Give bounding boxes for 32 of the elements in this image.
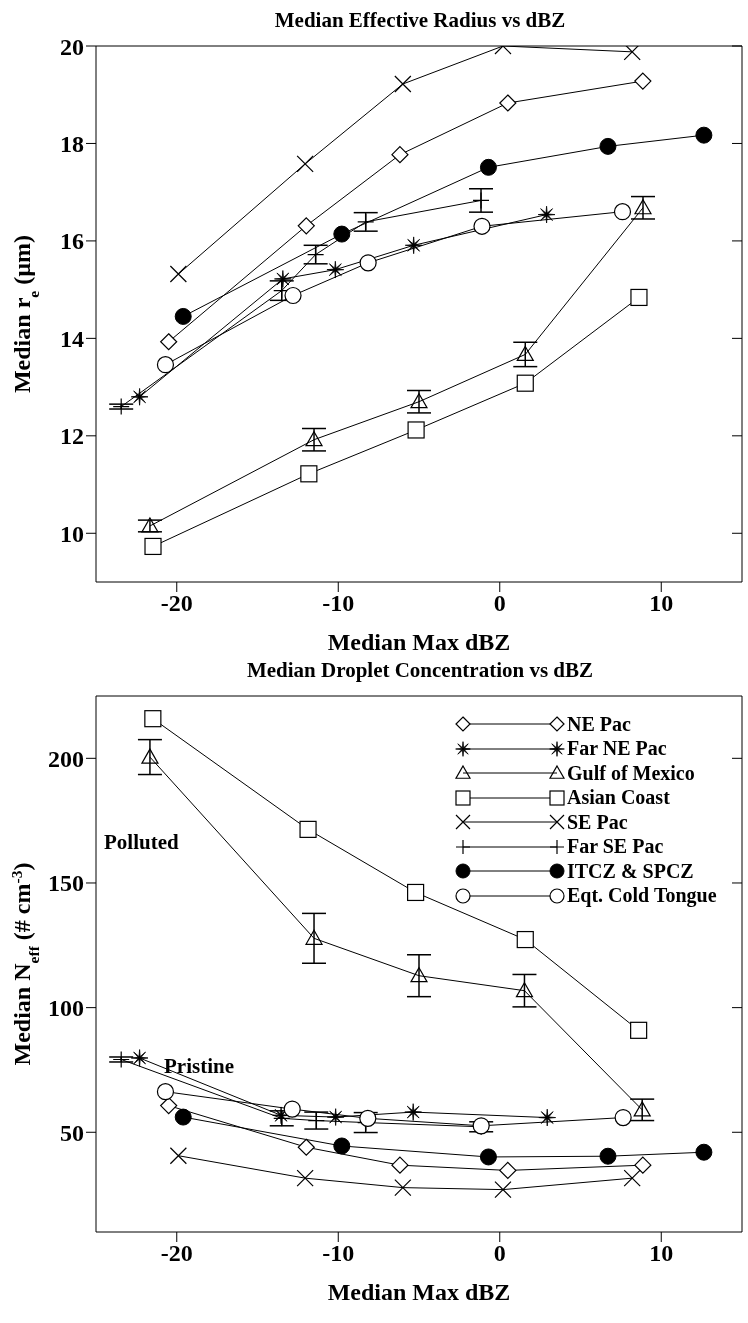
annotation: Polluted [104,830,179,855]
x-axis-title: Median Max dBZ [327,1279,511,1305]
y-tick-label: 14 [60,325,84,352]
legend-label: Far NE Pac [567,737,667,761]
y-tick-label: 18 [60,130,84,157]
x-tick-label: -10 [322,590,355,617]
legend-label: Eqt. Cold Tongue [567,884,717,908]
chart-title: Median Effective Radius vs dBZ [273,8,567,34]
legend-label: Asian Coast [567,786,670,810]
legend-label: Gulf of Mexico [567,761,695,785]
x-tick-label: 0 [493,1240,506,1267]
y-tick-label: 16 [60,228,84,255]
y-tick-label: 100 [48,995,84,1022]
y-tick-label: 200 [48,745,84,772]
legend-label: NE Pac [567,712,631,736]
legend-label: ITCZ & SPCZ [567,859,694,883]
legend-label: Far SE Pac [567,835,664,859]
y-tick-label: 10 [60,520,84,547]
y-tick-label: 150 [48,870,84,897]
x-tick-label: 10 [649,590,674,617]
x-tick-label: -10 [322,1240,355,1267]
x-tick-label: 10 [649,1240,674,1267]
annotation: Pristine [164,1054,234,1079]
legend-label: SE Pac [567,810,628,834]
y-tick-label: 12 [60,423,84,450]
y-tick-label: 20 [60,33,84,60]
y-tick-label: 50 [60,1119,84,1146]
x-tick-label: 0 [493,590,506,617]
x-tick-label: -20 [160,1240,193,1267]
x-axis-title: Median Max dBZ [327,629,511,655]
chart-title: Median Droplet Concentration vs dBZ [245,658,595,684]
x-tick-label: -20 [160,590,193,617]
